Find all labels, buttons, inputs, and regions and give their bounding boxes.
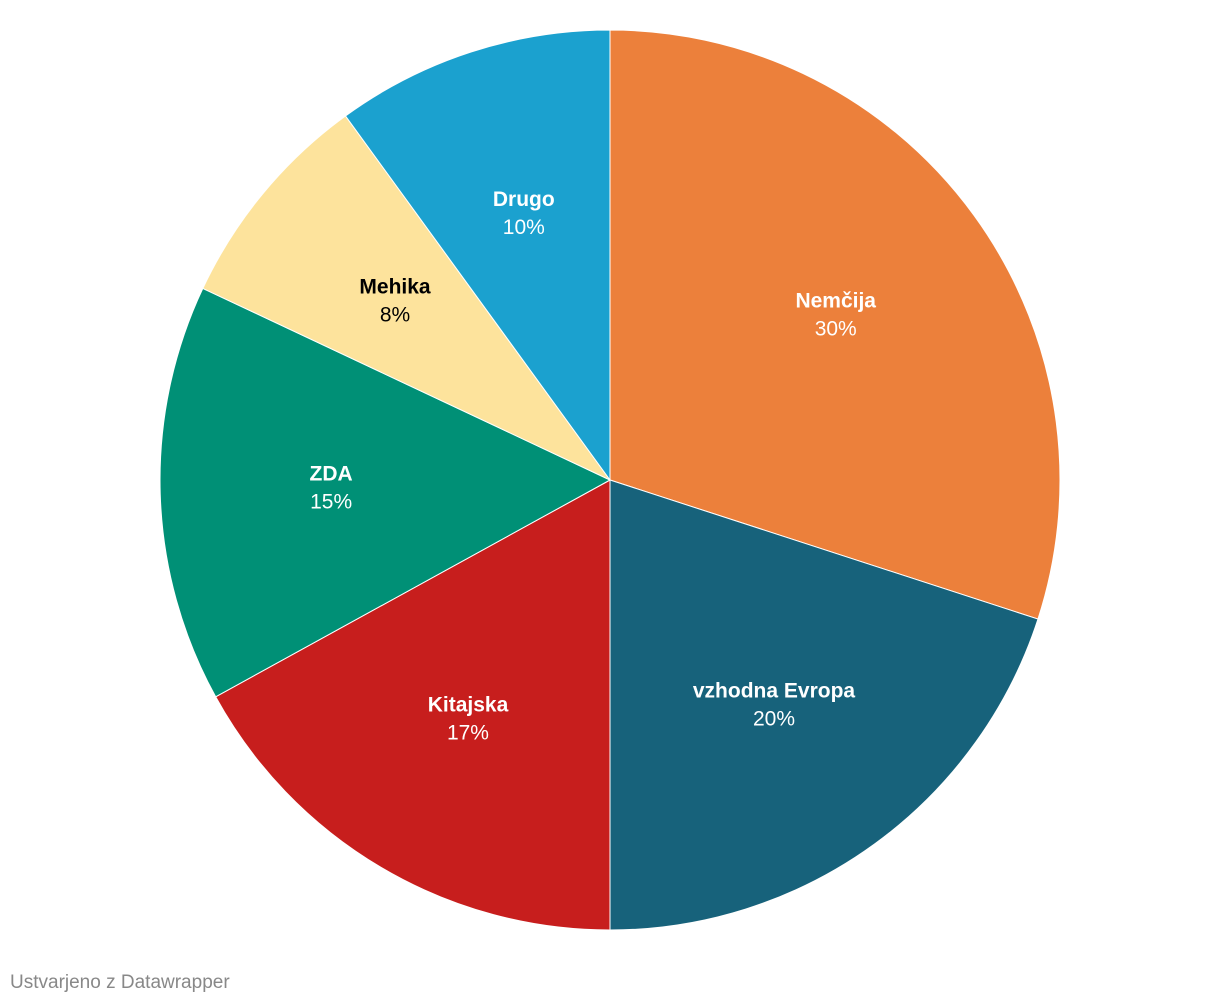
credit: Ustvarjeno z Datawrapper [10,972,230,993]
slice-value: 20% [753,707,795,730]
slice-value: 10% [503,216,545,239]
slice-value: 8% [380,304,410,327]
slice-label: vzhodna Evropa [693,679,856,702]
slice [202,115,611,481]
slice-label: Drugo [493,188,555,211]
slice-label: Kitajska [428,694,509,717]
slice-label: Mehika [359,276,431,299]
slice-value: 15% [310,490,352,513]
slice [344,29,611,482]
slice-value: 17% [447,722,489,745]
slice-value: 30% [815,318,857,341]
slice-label: Nemčija [795,290,876,313]
slice [214,479,611,931]
slice [609,29,1061,620]
pie [159,29,1061,931]
slice [159,287,612,698]
slice [609,479,1039,931]
slice-label: ZDA [310,462,353,485]
